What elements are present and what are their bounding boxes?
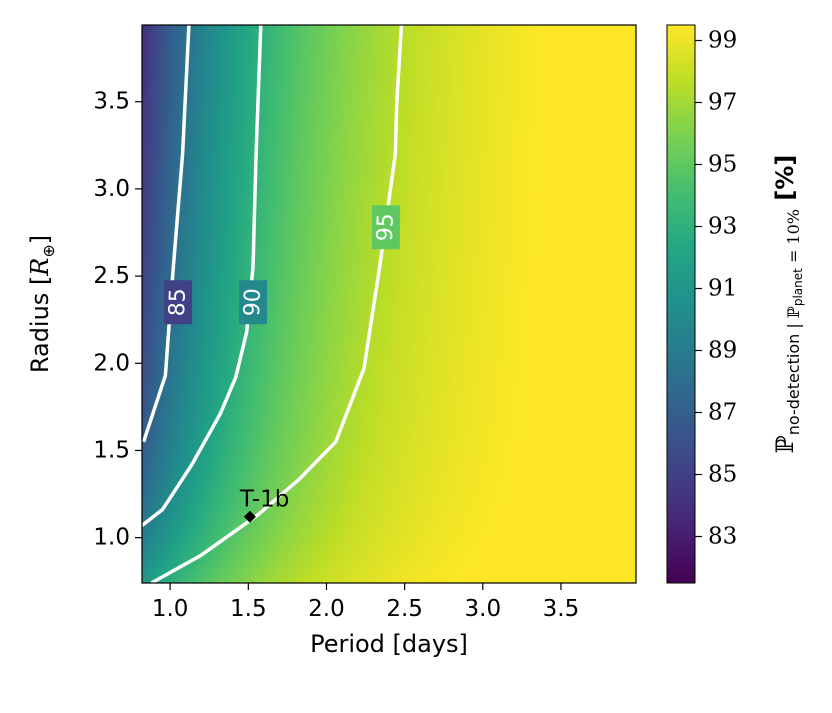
contour-label-gap-85 <box>163 280 192 325</box>
y-axis-title-text: Radius [ <box>26 276 54 373</box>
colorbar-gradient <box>666 24 696 584</box>
colorbar-label-sub1: no-detection <box>784 334 803 436</box>
colorbar-label-symbol: ℙ <box>771 435 799 453</box>
colorbar-tick-label: 85 <box>708 462 737 488</box>
y-tick-label: 2.5 <box>93 263 130 289</box>
colorbar-tick-label: 95 <box>708 152 737 178</box>
heatmap-area: 85 90 95 T-1b <box>141 24 637 584</box>
colorbar-tick-label: 99 <box>708 28 737 54</box>
planet-label: T-1b <box>239 487 289 513</box>
colorbar-label-unit: [%] <box>771 155 799 209</box>
colorbar-ticks: 83 85 87 89 91 93 95 97 99 <box>695 28 737 550</box>
contour-label-95: 95 <box>373 213 399 242</box>
contour-label-90: 90 <box>240 288 266 317</box>
y-tick-label: 2.0 <box>93 350 130 376</box>
y-axis-title-symbol: R <box>26 258 54 277</box>
colorbar-tick-label: 87 <box>708 400 737 426</box>
colorbar-label-cond: = 10% <box>784 209 803 268</box>
annotations: T-1b <box>239 487 289 523</box>
colorbar-label: ℙno-detection | ℙplanet = 10% [%] <box>771 155 805 454</box>
planet-marker <box>243 510 256 523</box>
y-tick-label: 3.5 <box>93 89 130 115</box>
probability-heatmap <box>142 25 636 583</box>
x-tick-label: 2.5 <box>386 596 423 622</box>
plot-frame <box>141 24 637 584</box>
contour-85 <box>142 25 191 443</box>
contour-lines <box>142 25 404 583</box>
x-tick-label: 1.0 <box>152 596 189 622</box>
contour-labels: 85 90 95 <box>163 205 400 325</box>
colorbar-tick-label: 89 <box>708 338 737 364</box>
colorbar-tick-label: 83 <box>708 524 737 550</box>
contour-90 <box>142 25 263 527</box>
x-tick-label: 3.0 <box>465 596 502 622</box>
y-tick-label: 1.5 <box>93 437 130 463</box>
y-axis: 1.0 1.5 2.0 2.5 3.0 3.5 <box>93 89 142 551</box>
colorbar-tick-label: 97 <box>708 90 737 116</box>
contour-95 <box>150 25 404 583</box>
contour-label-gap-95 <box>371 205 400 250</box>
x-tick-label: 3.5 <box>543 596 580 622</box>
y-axis-title: Radius [R⊕] <box>26 235 58 373</box>
contour-label-gap-90 <box>238 280 267 325</box>
colorbar-label-sub2-symbol: ℙ <box>784 306 803 318</box>
colorbar-label-bar: | <box>784 318 803 334</box>
colorbar-label-sub2: planet <box>791 268 805 306</box>
y-tick-label: 1.0 <box>93 525 130 551</box>
colorbar-tick-label: 91 <box>708 276 737 302</box>
x-tick-label: 2.0 <box>308 596 345 622</box>
x-tick-label: 1.5 <box>230 596 267 622</box>
y-tick-label: 3.0 <box>93 176 130 202</box>
y-axis-title-subscript: ⊕ <box>39 244 58 257</box>
x-axis-title: Period [days] <box>310 630 468 658</box>
colorbar: 83 85 87 89 91 93 95 97 99 ℙno-detection | ℙplan… <box>666 24 805 584</box>
contour-label-85: 85 <box>165 288 191 317</box>
colorbar-tick-label: 93 <box>708 214 737 240</box>
x-axis: 1.0 1.5 2.0 2.5 3.0 3.5 <box>152 583 579 622</box>
y-axis-title-end: ] <box>26 235 54 244</box>
